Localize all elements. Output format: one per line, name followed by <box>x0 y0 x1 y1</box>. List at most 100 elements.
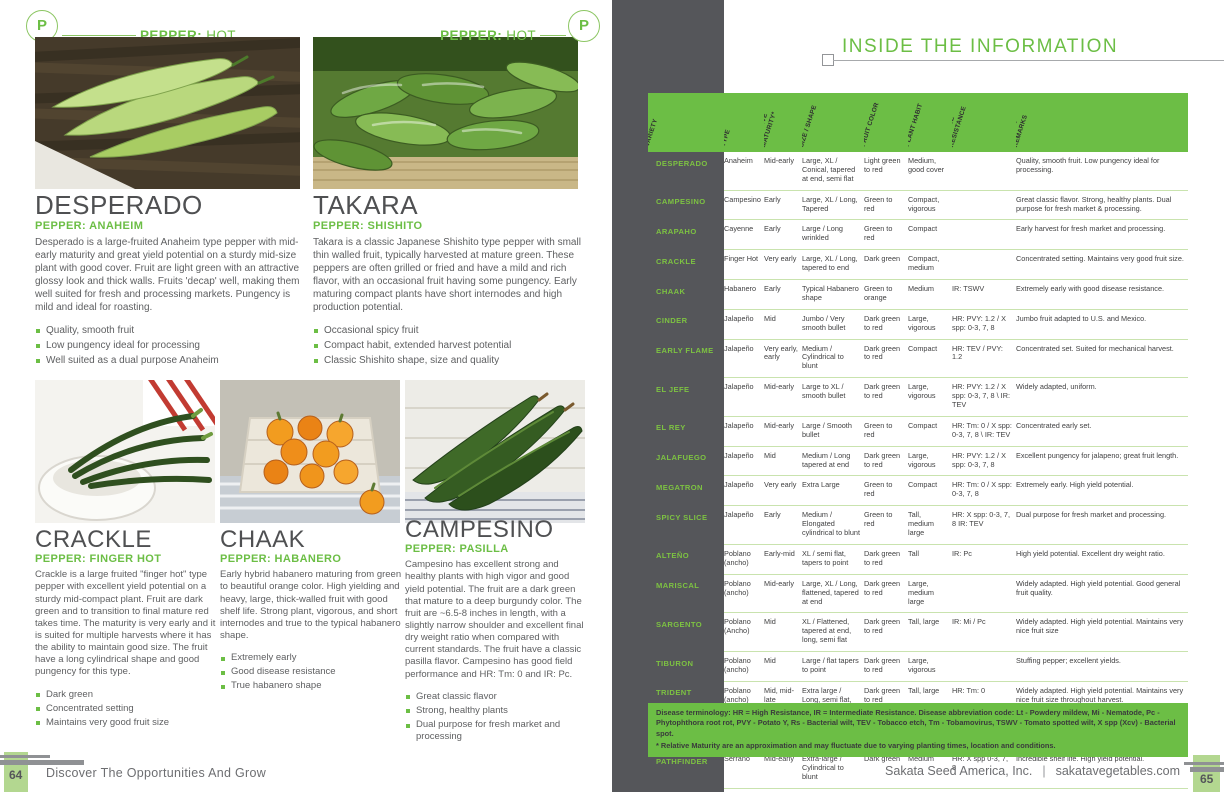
product-bullets: Extremely early Good disease resistance … <box>220 652 402 692</box>
table-cell: Widely adapted. High yield potential. Go… <box>1016 573 1188 613</box>
table-cell: Large, vigorous <box>908 308 952 340</box>
bullet-item: Dual purpose for fresh market and proces… <box>405 719 589 743</box>
variety-cell: PATHFINDER <box>656 756 708 766</box>
table-cell: Tall, large <box>908 612 952 652</box>
table-row: CRACKLE Finger Hot Very early Large, XL / L… <box>648 249 1188 280</box>
table-cell: Large, XL / Long, flattened, tapered at … <box>802 573 864 613</box>
table-cell: Compact, vigorous <box>908 189 952 220</box>
header-category: PEPPER: HOT <box>440 28 536 43</box>
product-bullets: Great classic flavor Strong, healthy pla… <box>405 691 589 744</box>
variety-cell: CAMPESINO <box>656 197 706 207</box>
product-description: Campesino has excellent strong and healt… <box>405 559 584 680</box>
page-number-block <box>4 752 28 792</box>
table-cell: Typical Habanero shape <box>802 279 864 310</box>
column-header-fruit-color: FRUIT COLOR <box>864 93 908 152</box>
table-cell: HR: PVY: 1.2 <box>952 787 1016 792</box>
chaak-photo <box>220 380 400 523</box>
variety-cell: CHAAK <box>656 286 686 296</box>
variety-cell: EL JEFE <box>656 384 690 394</box>
variety-cell: ARAPAHO <box>656 226 697 236</box>
table-cell: XL / cylindrical to blunt <box>802 787 864 792</box>
bullet-item: Classic Shishito shape, size and quality <box>313 354 583 367</box>
table-cell: Large / flat tapers to point <box>802 651 864 682</box>
table-cell: Large, vigorous <box>908 445 952 476</box>
table-cell: Dark green to red <box>864 445 908 476</box>
product-description: Early hybrid habanero maturing from gree… <box>220 569 402 641</box>
company-name: Sakata Seed America, Inc. <box>885 764 1033 778</box>
crackle-photo-art <box>35 380 215 523</box>
variety-table-head: VARIETY TYPE RELATIVE MATURITY* FRUIT SI… <box>648 93 1188 152</box>
table-cell: Jumbo fruit adapted to U.S. and Mexico. <box>1016 308 1188 340</box>
table-cell: Medium <box>908 279 952 310</box>
table-cell: Jalapeño <box>724 377 764 417</box>
table-cell: Excellent pungency for jalapeno; great f… <box>1016 445 1188 476</box>
table-cell: Dark green <box>864 249 908 280</box>
table-cell: Jalapeño <box>724 445 764 476</box>
table-cell: Green to red <box>864 505 908 545</box>
table-row: EL JEFE Jalapeño Mid-early Large to XL / sm… <box>648 377 1188 417</box>
table-cell: Medium / Cylindrical to blunt <box>802 338 864 378</box>
crackle-photo <box>35 380 215 523</box>
product-description: Crackle is a large fruited "finger hot" … <box>35 569 216 678</box>
table-cell: High yield potential. Excellent dry weig… <box>1016 543 1188 575</box>
variety-cell: TIBURON <box>656 658 694 668</box>
product-title: CAMPESINO <box>405 516 554 543</box>
page-left: P PEPPER: HOT <box>0 10 589 792</box>
table-row: CAMPESINO Campesino Early Large, XL / Long,… <box>648 189 1188 220</box>
bullet-item: Dark green <box>35 689 217 701</box>
takara-photo-art <box>313 37 578 189</box>
category-letter-badge: P <box>26 10 58 42</box>
variety-cell: MEGATRON <box>656 482 703 492</box>
table-cell: Large, vigorous <box>908 651 952 682</box>
table-cell: Large, XL / Conical, tapered at end, sem… <box>802 152 864 191</box>
footer-bar-small <box>0 755 50 758</box>
table-cell: Light green to red <box>864 152 908 191</box>
table-cell: Green <box>864 787 908 792</box>
table-cell: Very early, early <box>764 338 802 378</box>
product-chaak: CHAAK PEPPER: HABANERO Early hybrid haba… <box>220 527 402 695</box>
table-cell: Dark green to red <box>864 377 908 417</box>
bullet-item: Well suited as a dual purpose Anaheim <box>35 354 303 367</box>
table-cell: HR: PVY: 1.2 / X spp: 0-3, 7, 8 <box>952 308 1016 340</box>
table-cell: Large, medium large <box>908 573 952 613</box>
table-cell: XL / semi flat, tapers to point <box>802 543 864 575</box>
header-rule <box>62 35 136 36</box>
table-cell: Large to XL / smooth bullet <box>802 377 864 417</box>
website-url: sakatavegetables.com <box>1055 764 1180 778</box>
table-cell: Compact <box>908 338 952 378</box>
column-header-disease: DISEASE RESISTANCE <box>952 93 1016 152</box>
variety-cell: SPICY SLICE <box>656 512 708 522</box>
desperado-photo <box>35 37 300 189</box>
table-cell: Dark green to red <box>864 338 908 378</box>
variety-cell: SARGENTO <box>656 619 703 629</box>
bullet-item: Strong, healthy plants <box>405 705 589 717</box>
product-takara: TAKARA PEPPER: SHISHITO Takara is a clas… <box>313 191 583 369</box>
table-cell: HR: PVY: 1.2 / X spp: 0-3, 7, 8 <box>952 445 1016 476</box>
table-cell: IR: Pc <box>952 543 1016 575</box>
table-cell: Dark green to red <box>864 612 908 652</box>
bullet-item: Quality, smooth fruit <box>35 324 303 337</box>
table-cell: Compact, medium <box>908 249 952 280</box>
table-cell: Medium, good cover <box>908 152 952 191</box>
product-bullets: Occasional spicy fruit Compact habit, ex… <box>313 324 583 367</box>
table-cell: Green to red <box>864 219 908 250</box>
table-cell: Great classic flavor. Strong, healthy pl… <box>1016 189 1188 220</box>
table-row: EARLY FLAME Jalapeño Very early, early Medi… <box>648 338 1188 378</box>
table-cell: HR: Tm: 0 / X spp: 0-3, 7, 8 <box>952 475 1016 506</box>
product-type-label: PEPPER: PASILLA <box>405 543 509 556</box>
table-cell: HR: Tm: 0 / X spp: 0-3, 7, 8 \ IR: TEV <box>952 415 1016 447</box>
table-row: SUREÑOSerranoMid-earlyXL / cylindrical t… <box>648 787 1188 792</box>
table-cell: Compact <box>908 415 952 447</box>
table-cell: Poblano (ancho) <box>724 651 764 682</box>
product-type-label: PEPPER: FINGER HOT <box>35 553 162 566</box>
product-campesino: CAMPESINO PEPPER: PASILLA Campesino has … <box>405 517 589 745</box>
table-cell: IR: TSWV <box>952 279 1016 310</box>
table-cell: Green to red <box>864 475 908 506</box>
table-row: SARGENTO Poblano (Ancho) Mid XL / Flattened… <box>648 612 1188 652</box>
footer-bar-small <box>1184 762 1224 765</box>
table-cell: Mid-early <box>764 787 802 792</box>
table-cell: Mid-early <box>764 573 802 613</box>
table-cell: Medium / Long tapered at end <box>802 445 864 476</box>
table-cell: Mid <box>764 308 802 340</box>
table-cell: Very firm fruit, solid core that can wit… <box>1016 787 1188 792</box>
